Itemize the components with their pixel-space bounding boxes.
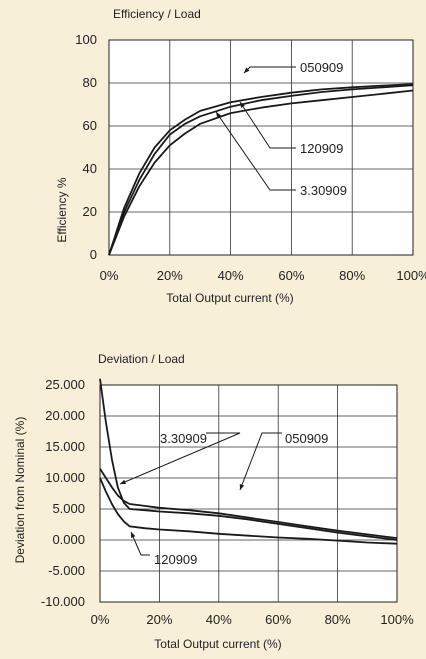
chart2-series-line-3.30909 xyxy=(99,378,398,541)
chart2-x-tick-label: 80% xyxy=(325,612,351,627)
chart1-x-tick-label: 20% xyxy=(157,268,183,283)
chart2-callout-arrow-050909 xyxy=(239,484,245,490)
chart1-callout-line-3.30909 xyxy=(215,111,296,191)
chart2-callout-label-120909: 120909 xyxy=(154,552,197,567)
chart2-x-tick-label: 20% xyxy=(146,612,172,627)
chart1-x-axis-label: Total Output current (%) xyxy=(166,291,293,305)
chart2-y-tick-label: 20.000 xyxy=(45,408,85,423)
chart2-callout-arrow-120909 xyxy=(131,532,136,538)
chart2-callout-label-3.30909: 3.30909 xyxy=(160,431,207,446)
chart1-callout-arrow-3.30909 xyxy=(216,112,222,118)
chart2-callout-line-3.30909 xyxy=(119,432,241,485)
chart2-x-tick-label: 40% xyxy=(206,612,232,627)
chart2-x-tick-label: 60% xyxy=(265,612,291,627)
chart1-series-line-120909 xyxy=(108,84,414,256)
chart1-series-line-050909 xyxy=(108,83,414,256)
chart2-y-tick-label: 15.000 xyxy=(45,439,85,454)
chart2-callout-line-120909 xyxy=(130,531,150,556)
chart2-y-tick-label: 25.000 xyxy=(45,377,85,392)
chart1-y-tick-label: 80 xyxy=(83,75,97,90)
chart2-series-line-120909 xyxy=(99,477,398,545)
chart2-plot-area xyxy=(99,384,398,603)
chart2-x-tick-label: 100% xyxy=(380,612,414,627)
chart2-y-tick-label: -5.000 xyxy=(48,563,85,578)
chart1-y-tick-label: 100 xyxy=(75,32,97,47)
chart1-x-tick-label: 80% xyxy=(339,268,365,283)
chart2-callout-arrow-3.30909 xyxy=(120,479,126,484)
chart1-callout-label-120909: 120909 xyxy=(300,141,343,156)
chart1-x-tick-label: 100% xyxy=(396,268,426,283)
chart1-y-tick-label: 0 xyxy=(90,247,97,262)
chart1-callout-line-120909 xyxy=(239,101,296,149)
chart2-x-axis-label: Total Output current (%) xyxy=(154,637,281,651)
chart1-title: Efficiency / Load xyxy=(113,7,201,21)
chart2-y-tick-label: 5.000 xyxy=(52,501,85,516)
chart1-y-axis-label: Efficiency % xyxy=(55,177,69,242)
chart2-y-tick-label: 0.000 xyxy=(52,532,85,547)
chart2-y-tick-label: 10.000 xyxy=(45,470,85,485)
chart1-x-tick-label: 40% xyxy=(218,268,244,283)
chart2-y-axis-label: Deviation from Nominal (%) xyxy=(13,417,27,564)
chart1-callout-label-3.30909: 3.30909 xyxy=(300,183,347,198)
chart2-x-tick-label: 0% xyxy=(91,612,110,627)
chart2-callout-label-050909: 050909 xyxy=(285,431,328,446)
chart2-title: Deviation / Load xyxy=(98,352,185,366)
chart1-y-tick-label: 40 xyxy=(83,161,97,176)
chart1-callout-arrow-050909 xyxy=(244,67,250,73)
chart1-x-tick-label: 60% xyxy=(278,268,304,283)
chart1-y-tick-label: 60 xyxy=(83,118,97,133)
chart1-x-tick-label: 0% xyxy=(100,268,119,283)
chart2-y-tick-label: -10.000 xyxy=(41,594,85,609)
chart2-series-line-050909 xyxy=(99,468,398,539)
chart1-series-line-3.30909 xyxy=(108,89,414,256)
chart2-callout-line-050909 xyxy=(239,432,282,491)
chart1-callout-arrow-120909 xyxy=(240,102,245,108)
chart1-y-tick-label: 20 xyxy=(83,204,97,219)
chart1-callout-label-050909: 050909 xyxy=(300,60,343,75)
